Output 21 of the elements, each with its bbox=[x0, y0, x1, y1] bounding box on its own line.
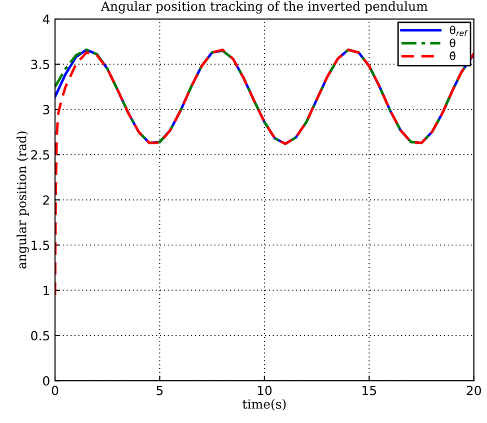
legend-label: θ$_{ref}$ bbox=[450, 26, 468, 36]
x-tick-label: 15 bbox=[362, 386, 376, 396]
y-tick-label: 1 bbox=[44, 286, 50, 296]
y-tick-label: 3 bbox=[43, 104, 50, 114]
line-series bbox=[55, 48, 474, 296]
y-tick-label: 0.5 bbox=[31, 330, 50, 340]
x-axis-title: time(s) bbox=[242, 399, 286, 410]
legend-label: θ bbox=[450, 38, 456, 48]
legend-label: θ̂ bbox=[450, 51, 456, 60]
x-tick-label: 10 bbox=[258, 386, 272, 396]
chart-title: Angular position tracking of the inverted pendulum bbox=[100, 1, 428, 14]
x-tick-label: 20 bbox=[466, 386, 481, 396]
x-tick-label: 5 bbox=[156, 386, 163, 396]
y-tick-label: 1.5 bbox=[32, 240, 50, 250]
y-tick-label: 3.5 bbox=[31, 60, 50, 70]
y-tick-label: 2.5 bbox=[31, 150, 50, 160]
y-tick-label: 2 bbox=[43, 195, 49, 205]
y-axis-title: angular position (rad) bbox=[16, 132, 29, 269]
y-tick-label: 0 bbox=[43, 376, 50, 386]
x-tick-label: 0 bbox=[52, 386, 58, 396]
y-tick-label: 4 bbox=[42, 14, 50, 24]
